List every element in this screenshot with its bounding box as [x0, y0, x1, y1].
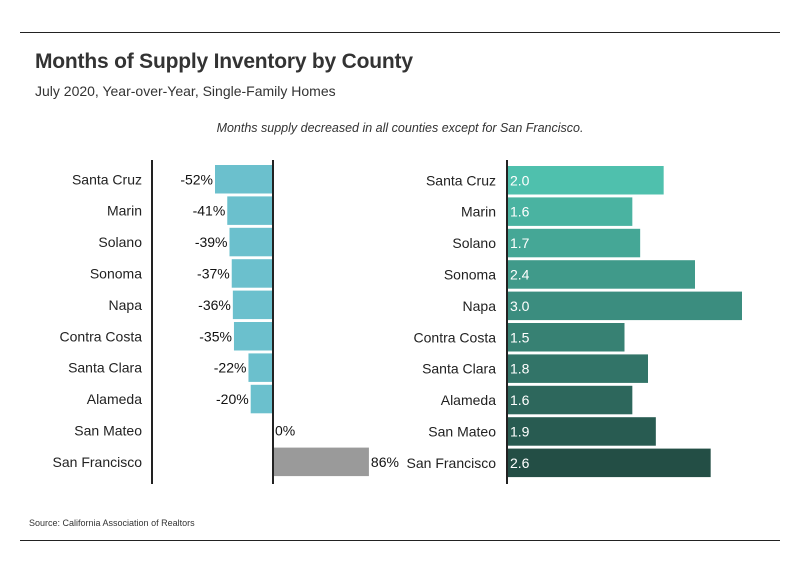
- left-value-label: 86%: [371, 454, 399, 470]
- left-category-label: Santa Cruz: [72, 171, 142, 187]
- yoy-change-chart: Santa Cruz -52% Marin -41% Solano -39% Sonoma -…: [53, 160, 399, 484]
- right-category-label: Alameda: [441, 392, 496, 408]
- left-category-label: San Mateo: [74, 422, 142, 438]
- chart-annotation: Months supply decreased in all counties …: [216, 121, 584, 135]
- left-bar: [233, 322, 273, 351]
- right-value-label: 2.6: [510, 455, 530, 471]
- right-value-label: 1.6: [510, 204, 530, 220]
- right-bar: [507, 166, 664, 195]
- right-value-label: 1.6: [510, 392, 530, 408]
- left-bar: [232, 290, 273, 320]
- right-bar: [507, 354, 648, 383]
- right-value-label: 1.8: [510, 361, 530, 377]
- left-category-label: Napa: [109, 297, 143, 313]
- right-bar: [507, 291, 742, 321]
- months-supply-chart: Santa Cruz 2.0 Marin 1.6 Solano 1.7 Sonoma 2.4 N…: [407, 160, 742, 484]
- left-category-label: Alameda: [87, 391, 142, 407]
- right-category-label: Solano: [452, 235, 496, 251]
- left-value-label: -36%: [198, 297, 231, 313]
- right-category-label: Marin: [461, 204, 496, 220]
- left-bar: [229, 227, 273, 257]
- right-category-label: Napa: [463, 298, 497, 314]
- right-bar: [507, 197, 633, 226]
- right-bar: [507, 417, 656, 446]
- right-bar: [507, 448, 711, 478]
- left-value-label: -37%: [197, 265, 230, 281]
- right-bar: [507, 385, 633, 415]
- right-value-label: 1.7: [510, 235, 530, 251]
- left-bar: [231, 259, 273, 288]
- right-category-label: Santa Clara: [422, 361, 496, 377]
- right-category-label: Sonoma: [444, 266, 496, 282]
- left-category-label: Solano: [98, 234, 142, 250]
- right-value-label: 1.5: [510, 329, 530, 345]
- right-value-label: 3.0: [510, 298, 530, 314]
- left-value-label: -35%: [199, 328, 232, 344]
- right-category-label: San Francisco: [407, 455, 497, 471]
- left-category-label: Marin: [107, 203, 142, 219]
- left-category-label: Contra Costa: [60, 328, 143, 344]
- source-note: Source: California Association of Realto…: [29, 518, 195, 528]
- right-category-label: Santa Cruz: [426, 172, 496, 188]
- chart-subtitle: July 2020, Year-over-Year, Single-Family…: [35, 83, 336, 99]
- left-value-label: -41%: [193, 203, 226, 219]
- left-value-label: -22%: [214, 360, 247, 376]
- left-category-label: San Francisco: [53, 454, 143, 470]
- left-category-label: Sonoma: [90, 265, 142, 281]
- right-value-label: 1.9: [510, 423, 530, 439]
- left-bar: [250, 384, 273, 414]
- left-bar: [248, 353, 273, 382]
- right-category-label: Contra Costa: [414, 329, 497, 345]
- bottom-rule: [20, 540, 780, 541]
- right-bar: [507, 323, 625, 352]
- right-bar: [507, 260, 695, 289]
- top-rule: [20, 32, 780, 33]
- right-category-label: San Mateo: [428, 423, 496, 439]
- left-category-label: Santa Clara: [68, 360, 142, 376]
- left-value-label: -52%: [180, 171, 213, 187]
- left-bar: [215, 165, 273, 194]
- left-bar: [227, 196, 273, 225]
- right-value-label: 2.0: [510, 172, 530, 188]
- chart-title: Months of Supply Inventory by County: [35, 50, 413, 73]
- left-bar: [273, 447, 369, 477]
- left-value-label: -39%: [195, 234, 228, 250]
- right-value-label: 2.4: [510, 266, 530, 282]
- left-value-label: -20%: [216, 391, 249, 407]
- right-bar: [507, 228, 641, 258]
- left-value-label: 0%: [275, 422, 295, 438]
